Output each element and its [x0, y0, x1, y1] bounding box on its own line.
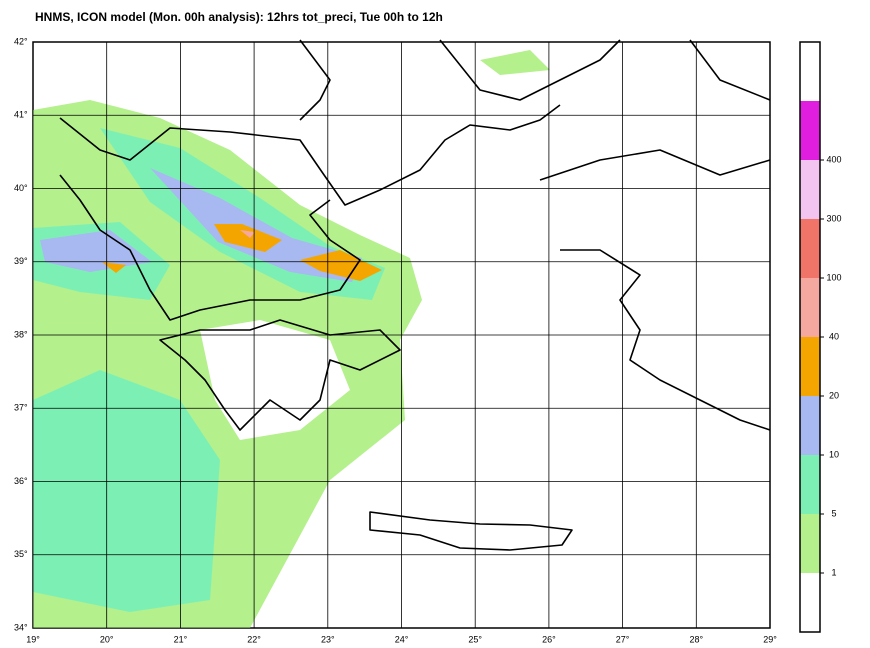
colorbar-label: 40	[829, 331, 839, 341]
lat-label: 42°	[14, 36, 28, 46]
map-area	[32, 39, 771, 629]
coastline	[159, 319, 401, 431]
colorbar-segment	[800, 573, 820, 632]
coastline	[59, 104, 561, 206]
precip-area	[33, 370, 220, 612]
precip-area	[300, 250, 382, 281]
precip-area	[200, 320, 350, 440]
lon-label: 24°	[395, 634, 409, 644]
colorbar-label: 10	[829, 449, 839, 459]
map-title: HNMS, ICON model (Mon. 00h analysis): 12…	[35, 10, 443, 24]
precip-area	[214, 224, 282, 252]
graticule	[32, 41, 771, 629]
colorbar-segment	[800, 396, 820, 455]
lat-label: 35°	[14, 549, 28, 559]
lon-label: 22°	[247, 634, 261, 644]
lon-label: 29°	[763, 634, 777, 644]
colorbar-segment	[800, 42, 820, 101]
colorbar-label: 400	[826, 154, 841, 164]
colorbar-segment	[800, 219, 820, 278]
coastline	[369, 511, 573, 551]
colorbar-segment	[800, 278, 820, 337]
lon-label: 21°	[174, 634, 188, 644]
coastlines	[59, 39, 771, 551]
colorbar-label: 1	[831, 567, 836, 577]
lon-label: 28°	[689, 634, 703, 644]
colorbar-label: 300	[826, 213, 841, 223]
lat-label: 41°	[14, 110, 28, 120]
lon-label: 23°	[321, 634, 335, 644]
colorbar-segment	[800, 101, 820, 160]
precip-area	[480, 50, 550, 75]
colorbar-segment	[800, 337, 820, 396]
lon-label: 19°	[26, 634, 40, 644]
coastline	[299, 39, 771, 121]
lat-label: 36°	[14, 476, 28, 486]
colorbar-label: 100	[826, 272, 841, 282]
colorbar-segment	[800, 160, 820, 219]
lat-label: 38°	[14, 329, 28, 339]
precip-area	[150, 168, 362, 282]
lon-label: 26°	[542, 634, 556, 644]
colorbar-label: 5	[831, 508, 836, 518]
colorbar-segment	[800, 514, 820, 573]
coastline	[539, 149, 771, 431]
precipitation-field	[33, 50, 550, 628]
lat-label: 37°	[14, 403, 28, 413]
precip-area	[102, 262, 126, 273]
colorbar: 1 5 10 20 40 100 300 400	[799, 41, 842, 633]
lat-label: 34°	[14, 622, 28, 632]
lat-label: 39°	[14, 256, 28, 266]
lon-label: 25°	[468, 634, 482, 644]
colorbar-segment	[800, 455, 820, 514]
precip-area	[240, 230, 255, 238]
lon-label: 27°	[616, 634, 630, 644]
lon-label: 20°	[100, 634, 114, 644]
coastline	[59, 174, 361, 321]
lat-label: 40°	[14, 183, 28, 193]
colorbar-label: 20	[829, 390, 839, 400]
